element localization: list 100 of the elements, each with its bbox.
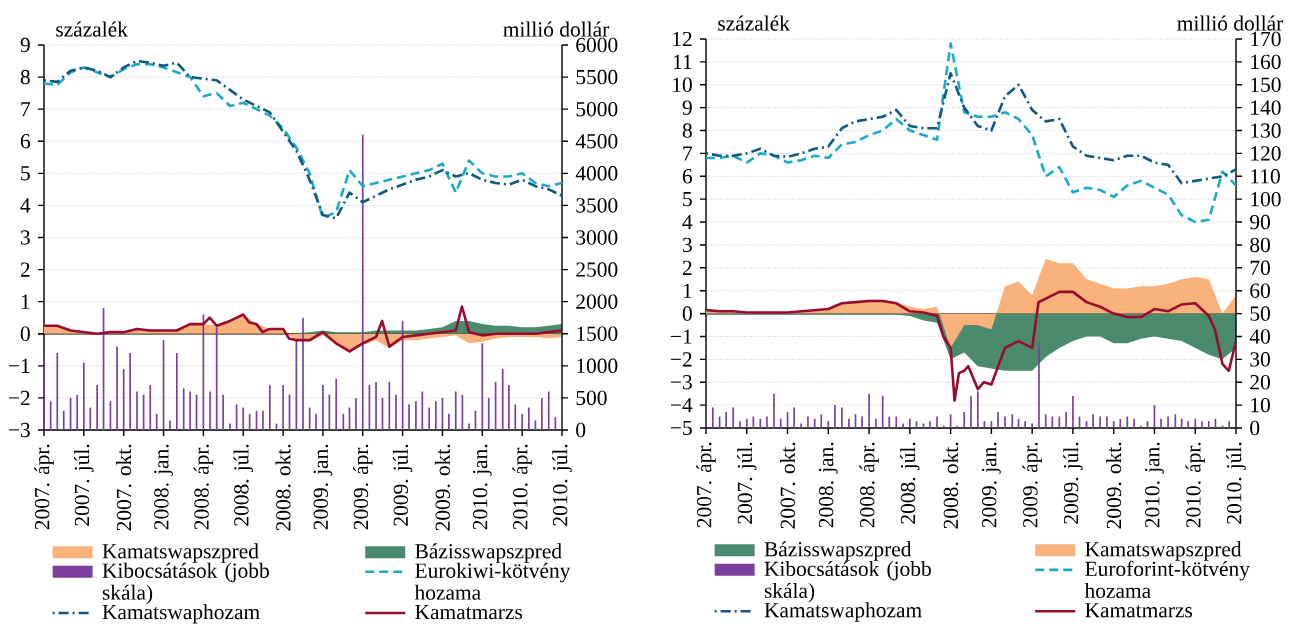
x-tick-label: 2007. ápr. <box>696 442 716 528</box>
x-tick-label: 2009. okt. <box>434 444 451 531</box>
legend-label: Bázisswapszpred <box>764 541 912 561</box>
y-tick-label: 2 <box>20 262 30 277</box>
x-tick-label: 2008. okt. <box>275 444 291 531</box>
y-tick-label: −5 <box>670 420 692 436</box>
y2-tick-label: 140 <box>1251 100 1281 115</box>
x-tick-label: 2008. okt. <box>943 442 959 529</box>
x-tick-label: 2010. jan. <box>472 444 492 530</box>
y2-tick-label: 90 <box>1250 214 1270 230</box>
y2-tick-label: 170 <box>1251 31 1281 47</box>
y2-tick-label: 100 <box>1251 191 1281 207</box>
y2-tick-label: 5500 <box>576 69 618 85</box>
x-tick-label: 2010. ápr. <box>512 444 532 530</box>
y-tick-label: −3 <box>8 422 30 438</box>
y2-tick-label: 1000 <box>577 358 618 374</box>
y-axis-title: százalék <box>56 21 128 37</box>
y2-tick-label: 150 <box>1251 77 1281 92</box>
x-tick-label: 2007. ápr. <box>34 444 54 530</box>
x-tick-label: 2009. jan. <box>981 442 1001 528</box>
y-tick-label: 8 <box>20 69 30 85</box>
legend-label: Bázisswapszpred <box>415 543 562 563</box>
x-tick-label: 2008. júl. <box>900 442 920 524</box>
y-axis-title: százalék <box>718 15 790 31</box>
y-tick-label: −1 <box>8 358 30 373</box>
y-tick-label: 1 <box>21 294 30 309</box>
x-tick-label: 2007. okt. <box>116 444 132 531</box>
y-tick-label: −2 <box>670 352 692 367</box>
x-tick-label: 2009. ápr. <box>1022 442 1042 528</box>
x-tick-label: 2008. júl. <box>233 444 253 526</box>
y-tick-label: 9 <box>682 100 692 115</box>
y-tick-label: 11 <box>673 54 692 69</box>
x-tick-label: 2010. júl. <box>1226 442 1246 524</box>
y2-tick-label: 5000 <box>576 101 618 117</box>
x-tick-label: 2010. jan. <box>1145 442 1164 528</box>
y-tick-label: 7 <box>21 102 31 117</box>
legend-label: Kamatswapszpred <box>102 543 259 563</box>
legend-label: Kamatmarzs <box>415 604 523 620</box>
y-tick-label: −2 <box>8 390 30 406</box>
legend-label: Kamatswaphozam <box>102 604 260 624</box>
y2-tick-label: 3000 <box>576 230 618 245</box>
y-tick-label: 4 <box>682 215 693 230</box>
x-tick-label: 2008. ápr. <box>193 444 214 530</box>
legend-label: Euroforint-kötvény hozama <box>1084 560 1250 598</box>
y2-tick-label: 50 <box>1250 306 1270 321</box>
x-tick-label: 2010. júl. <box>552 444 572 526</box>
x-tick-label: 2008. ápr. <box>859 442 879 528</box>
y-tick-label: 1 <box>683 283 692 298</box>
line-series <box>706 42 1237 224</box>
y2-tick-label: 130 <box>1251 123 1281 138</box>
y-tick-label: 5 <box>683 192 692 207</box>
y-tick-label: −4 <box>670 398 693 413</box>
x-tick-label: 2009. jan. <box>313 444 333 530</box>
y2-tick-label: 110 <box>1251 169 1280 184</box>
y-tick-label: 6 <box>20 134 31 149</box>
y-tick-label: 3 <box>20 230 30 245</box>
x-tick-label: 2008. jan. <box>154 444 173 530</box>
y-tick-label: 10 <box>673 77 692 92</box>
y-tick-label: −1 <box>670 329 692 344</box>
y-tick-label: 0 <box>682 306 692 321</box>
x-tick-label: 2009. ápr. <box>353 444 373 530</box>
y-tick-label: 8 <box>682 123 692 138</box>
y-tick-label: 4 <box>20 198 31 213</box>
y-tick-label: 12 <box>673 31 692 47</box>
y2-tick-label: 0 <box>576 422 586 438</box>
x-tick-label: 2008. jan. <box>818 442 838 528</box>
legend-label: Kibocsátások (jobb skála) <box>764 560 931 603</box>
x-tick-label: 2010. ápr. <box>1185 442 1205 528</box>
y2-tick-label: 60 <box>1250 283 1270 298</box>
y2-axis-title: millió dollár <box>503 21 610 37</box>
x-tick-label: 2007. júl. <box>737 442 757 524</box>
y-tick-label: 7 <box>683 146 693 161</box>
y-tick-label: 6 <box>682 169 693 184</box>
y2-tick-label: 2000 <box>576 294 618 309</box>
x-tick-label: 2009. júl. <box>392 444 413 526</box>
y2-tick-label: 500 <box>576 390 607 406</box>
y2-tick-label: 1500 <box>577 326 618 341</box>
legend-label: Eurokiwi-kötvény hozama <box>414 562 571 600</box>
y2-tick-label: 160 <box>1251 54 1281 70</box>
y2-tick-label: 80 <box>1250 237 1270 253</box>
y-tick-label: 0 <box>20 326 30 341</box>
y2-tick-label: 4000 <box>575 166 618 181</box>
y2-tick-label: 0 <box>1250 420 1260 436</box>
x-tick-label: 2009. júl. <box>1063 442 1083 524</box>
y2-axis-title: millió dollár <box>1177 15 1284 31</box>
y2-tick-label: 70 <box>1250 260 1270 276</box>
legend-label: Kamatswapszpred <box>1085 541 1242 561</box>
legend-label: Kamatmarzs <box>1085 603 1193 618</box>
y2-tick-label: 4500 <box>575 134 618 149</box>
y-tick-label: 3 <box>682 237 692 253</box>
y-tick-label: 5 <box>21 166 30 181</box>
legend-label: Kamatswaphozam <box>764 602 922 622</box>
y2-tick-label: 120 <box>1251 146 1281 161</box>
y2-tick-label: 40 <box>1249 329 1270 344</box>
y2-tick-label: 6000 <box>576 37 618 53</box>
y-tick-label: 2 <box>682 260 692 275</box>
y-tick-label: 9 <box>20 37 30 53</box>
y2-tick-label: 3500 <box>576 198 618 213</box>
y2-tick-label: 10 <box>1251 397 1270 413</box>
x-tick-label: 2007. júl. <box>74 444 94 526</box>
